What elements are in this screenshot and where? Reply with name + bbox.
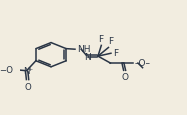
Text: N: N [84, 52, 91, 61]
Text: –O–: –O– [134, 58, 150, 67]
Text: O: O [24, 82, 31, 91]
Text: N: N [23, 66, 30, 75]
Text: O: O [121, 73, 128, 82]
Text: +: + [27, 66, 32, 71]
Text: NH: NH [77, 45, 91, 54]
Text: F: F [113, 48, 118, 57]
Text: F: F [108, 37, 113, 46]
Text: F: F [98, 35, 103, 44]
Text: −O: −O [0, 65, 13, 74]
